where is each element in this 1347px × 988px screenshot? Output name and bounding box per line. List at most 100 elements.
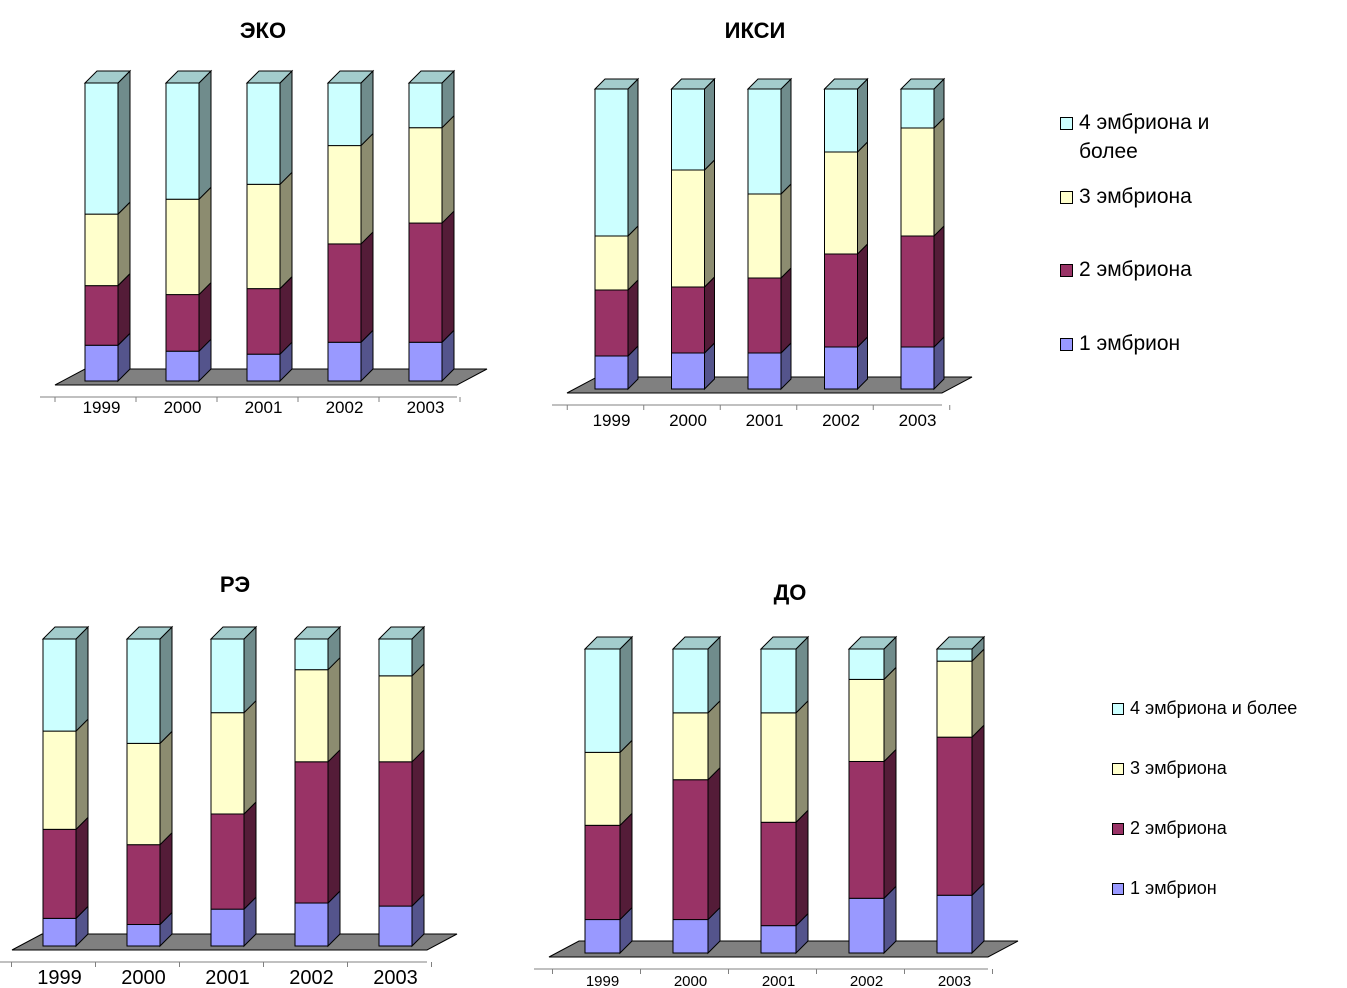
legend-swatch [1112, 883, 1124, 895]
segment-1-embryo [327, 329, 374, 383]
legend-item: 2 эмбриона [1060, 255, 1192, 284]
bar-side [780, 182, 792, 280]
segment-3-embryos [747, 182, 792, 280]
segment-4plus-embryos [83, 69, 132, 216]
bar-front [584, 751, 621, 826]
bar-side [360, 132, 374, 246]
bar-front [165, 294, 200, 352]
bar-top [164, 70, 213, 84]
bar-side [704, 158, 715, 289]
chart-eko: ЭКО 1999 2000 2001 2002 2003 [40, 18, 488, 417]
bar-top [293, 626, 342, 640]
x-tick-label: 2002 [326, 398, 364, 417]
bar-top [899, 78, 946, 90]
bar-side [75, 717, 89, 831]
segment-3-embryos [900, 116, 945, 238]
bar-front [327, 243, 362, 343]
bar-side [279, 69, 293, 186]
legend-swatch [1060, 117, 1073, 130]
bar-front [584, 919, 621, 954]
bar-front [210, 712, 245, 815]
x-tick-label: 2000 [164, 398, 202, 417]
x-tick-label: 2000 [674, 973, 707, 988]
legend-item: 2 эмбриона [1112, 816, 1227, 840]
segment-4plus-embryos [670, 77, 716, 172]
segment-1-embryo [671, 341, 715, 391]
segment-3-embryos [824, 140, 868, 256]
segment-2-embryos [42, 816, 89, 920]
bar-side [704, 77, 715, 172]
segment-1-embryo [84, 332, 131, 383]
legend-label: 4 эмбриона и более [1130, 698, 1298, 718]
legend-label: 3 эмбриона [1130, 758, 1227, 778]
bar-front [672, 712, 709, 781]
x-tick-label: 2002 [289, 967, 334, 988]
segment-1-embryo [408, 329, 455, 383]
bar-side [707, 635, 721, 715]
bar-front [760, 821, 797, 927]
bar-front [84, 213, 119, 287]
bar-front [84, 82, 119, 215]
bar-top [41, 626, 90, 640]
bar-side [327, 656, 341, 764]
bar-side [704, 275, 715, 355]
bar-top [746, 78, 793, 90]
bar-front [327, 145, 362, 245]
bar-side [198, 186, 212, 296]
legend-swatch [1060, 191, 1073, 204]
bar-front [210, 813, 245, 910]
bar-side [243, 699, 257, 816]
bar-side [857, 77, 868, 154]
legend-item: 1 эмбрион [1060, 329, 1180, 358]
bar-top [583, 636, 634, 650]
segment-4plus-embryos [899, 77, 946, 130]
bar-front [747, 88, 782, 195]
bar-front [594, 88, 629, 237]
bar-front [936, 736, 973, 896]
segment-4plus-embryos [407, 69, 456, 129]
bar-side [883, 666, 897, 763]
bar-top [847, 636, 898, 650]
segment-3-embryos [936, 647, 985, 739]
bar-front [671, 88, 705, 171]
bar-front [848, 648, 885, 680]
bar-front [824, 151, 858, 255]
bar-front [936, 648, 973, 662]
bar-top [670, 78, 716, 90]
bar-side [780, 77, 792, 196]
bar-side [327, 748, 341, 905]
bar-front [126, 924, 161, 947]
bar-front [84, 344, 119, 382]
bar-front [747, 193, 782, 279]
bar-side [198, 69, 212, 201]
bar-side [441, 114, 455, 225]
segment-3-embryos [378, 662, 425, 764]
legend-swatch [1060, 338, 1073, 351]
legend-item: 1 эмбрион [1112, 876, 1217, 900]
bar-top [377, 626, 426, 640]
bar-front [671, 286, 705, 354]
segment-4plus-embryos [164, 69, 213, 201]
bar-front [42, 730, 77, 830]
segment-2-embryos [584, 812, 633, 921]
bar-front [126, 844, 161, 926]
bar-top [209, 626, 258, 640]
legend-label: 4 эмбриона и более [1079, 111, 1210, 163]
bar-side [795, 635, 809, 715]
bar-front [294, 902, 329, 947]
bar-side [627, 77, 639, 238]
bar-side [795, 809, 809, 927]
bar-side [411, 748, 425, 908]
bar-front [327, 82, 362, 147]
segment-1-embryo [165, 337, 212, 383]
bar-top [326, 70, 375, 84]
bar-side [360, 230, 374, 344]
segment-2-embryos [936, 723, 985, 897]
bar-side [243, 800, 257, 911]
bar-side [619, 635, 633, 754]
bar-front [246, 183, 281, 290]
bar-side [279, 275, 293, 356]
bar-front [378, 761, 413, 907]
segment-2-embryos [848, 748, 897, 900]
segment-1-embryo [294, 889, 341, 948]
